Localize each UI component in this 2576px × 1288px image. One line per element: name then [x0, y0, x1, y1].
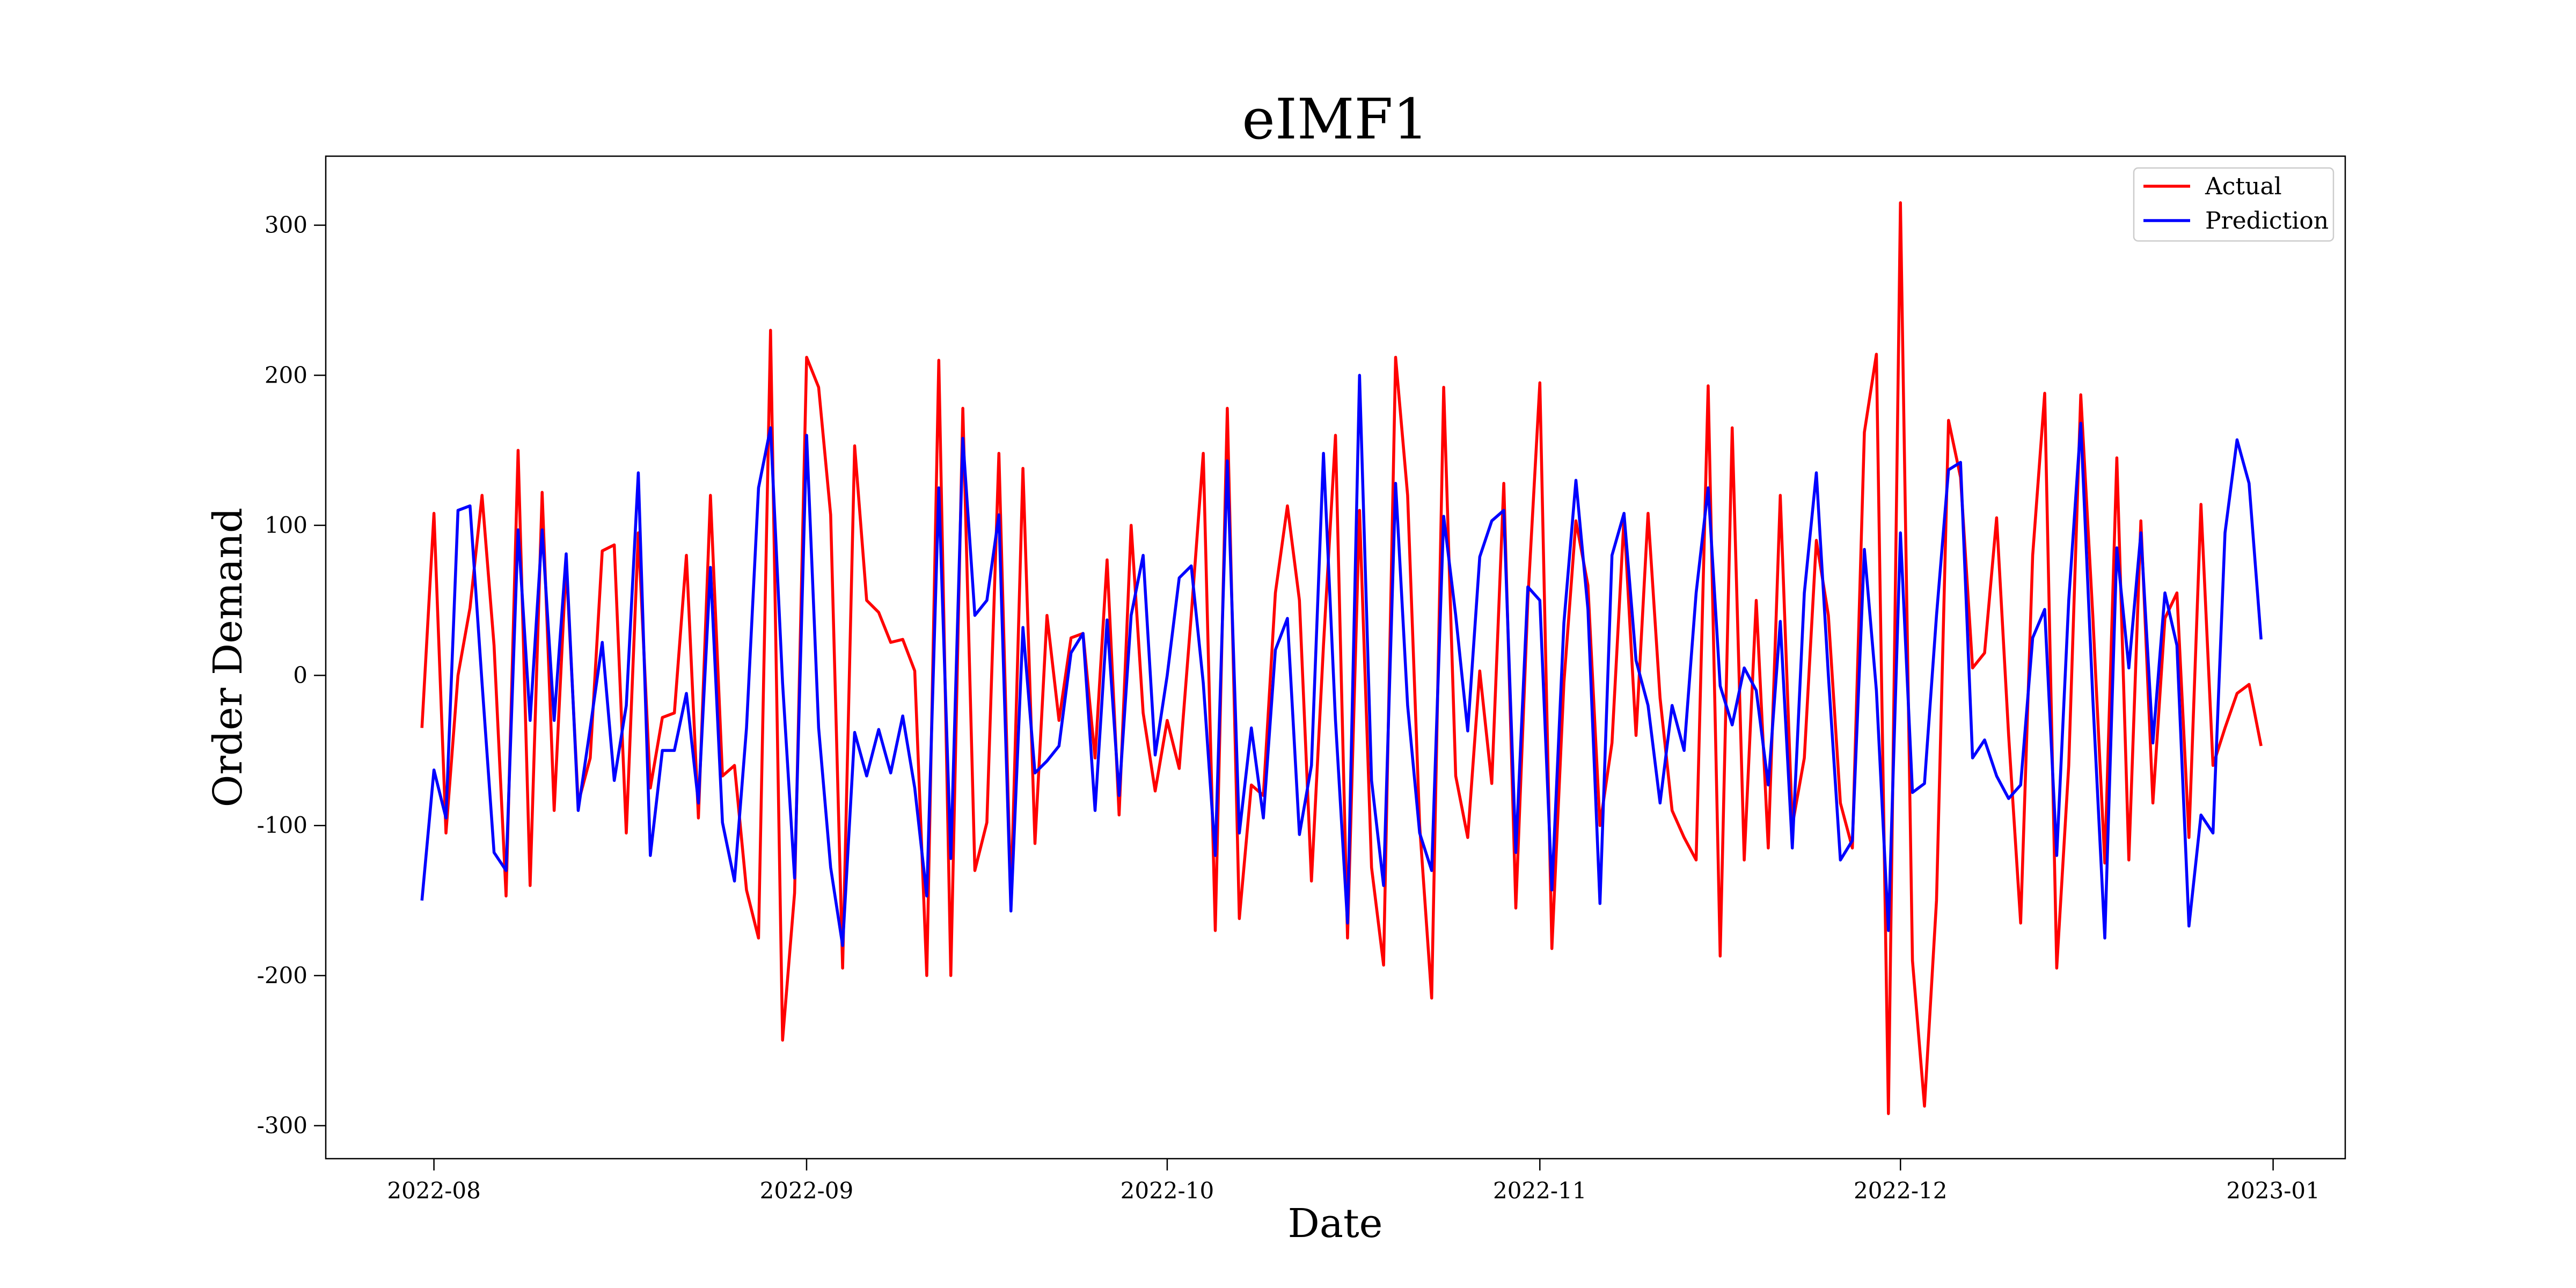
x-axis-label: Date: [1288, 1201, 1383, 1247]
x-tick-label: 2022-11: [1493, 1177, 1587, 1204]
legend: Actual Prediction: [2133, 167, 2334, 242]
legend-label: Prediction: [2205, 207, 2329, 235]
x-tick-label: 2022-08: [387, 1177, 481, 1204]
y-tick-label: 300: [265, 212, 308, 238]
y-tick-label: 200: [265, 362, 308, 388]
y-tick-label: -100: [257, 812, 308, 838]
x-tick-label: 2023-01: [2226, 1177, 2320, 1204]
x-tick-label: 2022-10: [1121, 1177, 1214, 1204]
x-tick-label: 2022-09: [760, 1177, 854, 1204]
y-tick-label: -300: [257, 1112, 308, 1138]
series-line: [420, 201, 2263, 1115]
y-tick-label: -200: [257, 962, 308, 989]
legend-label: Actual: [2205, 173, 2282, 200]
chart-title: eIMF1: [1242, 86, 1428, 152]
x-tick-label: 2022-12: [1854, 1177, 1948, 1204]
y-tick-label: 100: [265, 512, 308, 538]
y-axis-label: Order Demand: [205, 508, 251, 808]
y-tick-label: 0: [293, 662, 308, 689]
plot-frame: [325, 155, 2346, 1160]
series-line: [420, 374, 2263, 947]
